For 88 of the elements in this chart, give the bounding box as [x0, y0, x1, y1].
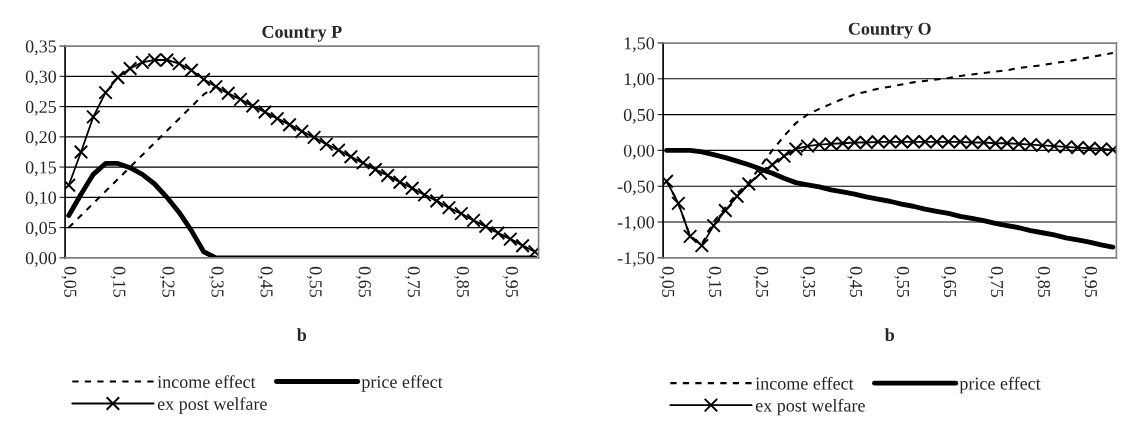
x-tick-label: 0,95	[503, 266, 519, 298]
point	[515, 238, 530, 253]
point	[490, 225, 506, 241]
x-tick-label: 0,05	[659, 266, 675, 298]
x-tick-label: 0,15	[706, 266, 722, 298]
point	[417, 187, 432, 203]
x-tick-label: 0,25	[159, 266, 175, 298]
legend-label: ex post welfare	[157, 397, 267, 414]
point	[466, 213, 481, 228]
x-tick-label: 0,85	[454, 266, 469, 298]
point	[355, 155, 371, 171]
y-tick-label: 0,30	[25, 70, 57, 86]
x-tick-label: 0,65	[356, 266, 371, 298]
x-tick-label: 0,35	[800, 266, 816, 298]
point	[753, 166, 768, 181]
legend-label: price effect	[361, 375, 443, 392]
point	[221, 86, 236, 101]
y-tick-label: 0,10	[25, 191, 57, 207]
point	[694, 238, 710, 253]
x-tick-label: 0,75	[988, 266, 1004, 298]
legend-label: income effect	[755, 376, 854, 390]
x-tick-label: 0,25	[753, 266, 769, 298]
legend-label: price effect	[959, 376, 1041, 394]
x-tick-label: 0,15	[110, 266, 126, 298]
x-axis-title: b	[297, 328, 307, 342]
y-tick-label: 1,00	[624, 73, 655, 88]
y-tick-label: -1,00	[617, 216, 655, 232]
point	[233, 92, 248, 107]
point	[343, 149, 359, 165]
y-tick-label: -1,50	[617, 252, 655, 267]
point	[765, 157, 780, 172]
y-tick-label: 0,25	[25, 100, 57, 116]
point	[671, 196, 686, 211]
y-tick-label: -0,50	[617, 180, 655, 196]
x-tick-label: 0,35	[208, 266, 224, 298]
point	[776, 148, 792, 164]
x-tick-label: 0,95	[1082, 266, 1098, 298]
y-tick-label: 0,00	[623, 144, 655, 160]
point	[110, 70, 126, 85]
y-tick-label: 0,05	[25, 221, 57, 237]
legend-label: income effect	[157, 375, 256, 389]
x-axis-title: b	[884, 328, 895, 342]
y-tick-label: 0,35	[25, 40, 57, 56]
point	[478, 219, 494, 234]
y-tick-label: 0,20	[25, 131, 57, 146]
point	[184, 63, 199, 78]
x-tick-label: 0,55	[306, 266, 322, 298]
x-tick-label: 0,85	[1035, 266, 1051, 298]
point	[73, 144, 89, 160]
point	[319, 136, 334, 152]
point	[122, 61, 138, 76]
point	[245, 98, 260, 114]
point	[196, 72, 211, 87]
y-tick-label: 0,15	[25, 161, 57, 177]
point	[368, 162, 383, 177]
point	[718, 203, 733, 218]
point	[405, 181, 420, 196]
y-tick-label: 0,00	[25, 252, 57, 267]
point	[682, 229, 698, 244]
point	[441, 200, 457, 215]
x-tick-label: 0,75	[405, 266, 420, 298]
point	[503, 231, 518, 247]
point	[454, 206, 469, 221]
point	[729, 189, 745, 204]
point	[208, 79, 224, 94]
chart-title: Country P	[262, 25, 342, 42]
y-tick-label: 0,50	[623, 108, 655, 124]
x-tick-label: 0,45	[257, 266, 273, 298]
x-tick-label: 0,45	[847, 266, 863, 298]
point	[282, 117, 297, 132]
point	[98, 85, 113, 100]
legend-label: ex post welfare	[755, 398, 865, 416]
point	[270, 111, 285, 126]
x-tick-label: 0,65	[941, 266, 957, 298]
x-tick-label: 0,55	[894, 266, 910, 298]
point	[741, 176, 757, 192]
point	[331, 142, 346, 158]
point	[392, 174, 408, 190]
point	[380, 168, 395, 183]
point	[257, 104, 273, 120]
point	[86, 109, 101, 125]
point	[294, 124, 310, 139]
x-tick-label: 0,05	[61, 266, 77, 298]
point	[306, 130, 322, 145]
y-tick-label: 1,50	[624, 37, 655, 53]
point	[706, 218, 721, 233]
point	[429, 193, 444, 209]
chart-title: Country O	[848, 22, 931, 39]
